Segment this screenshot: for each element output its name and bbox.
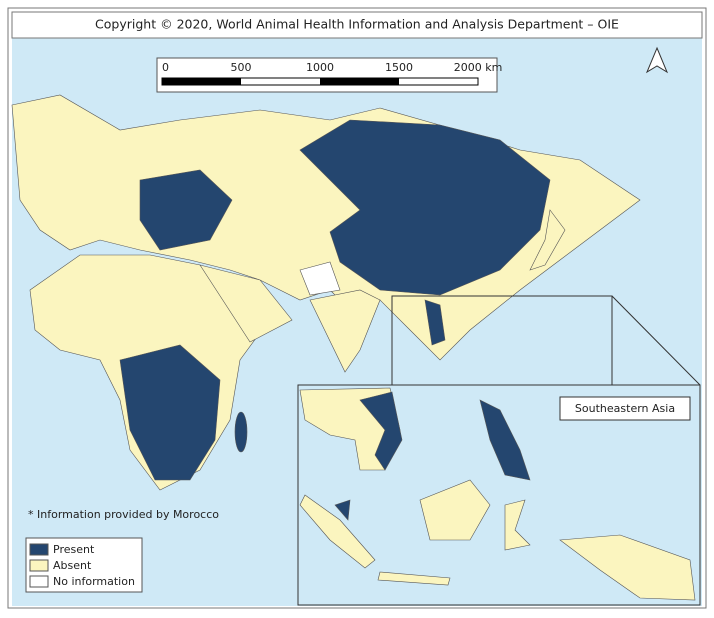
vietnam-inset xyxy=(359,391,403,471)
scale-label: 1500 xyxy=(385,61,413,74)
title: Copyright © 2020, World Animal Health In… xyxy=(95,17,619,32)
legend-swatch xyxy=(29,543,49,556)
india xyxy=(309,289,381,373)
russia-china xyxy=(299,119,551,296)
philippines xyxy=(479,399,531,481)
arabia xyxy=(199,264,293,343)
africa-present xyxy=(119,344,221,481)
inset-connector xyxy=(611,295,701,386)
borneo xyxy=(419,479,491,541)
madagascar xyxy=(234,411,248,453)
legend-swatch xyxy=(29,575,49,588)
scale-bar: 0 500 1000 1500 2000 km xyxy=(156,57,503,93)
inset-label: Southeastern Asia xyxy=(575,402,675,415)
vietnam xyxy=(424,299,446,346)
java xyxy=(377,571,451,586)
scale-seg xyxy=(162,78,241,85)
inset-land xyxy=(299,387,696,601)
scale-label: 500 xyxy=(231,61,252,74)
new-guinea xyxy=(559,534,696,601)
scale-label: 0 xyxy=(162,61,169,74)
note: * Information provided by Morocco xyxy=(28,508,219,521)
legend-label: No information xyxy=(53,575,135,588)
scale-box xyxy=(156,57,498,93)
pakistan xyxy=(299,261,341,296)
north-arrow xyxy=(645,46,669,74)
scale-seg xyxy=(320,78,399,85)
sumatra xyxy=(299,494,376,569)
title-box xyxy=(11,11,703,39)
legend-label: Absent xyxy=(53,559,92,572)
japan xyxy=(529,209,566,271)
inset-label-box xyxy=(559,396,691,421)
scale-label: 2000 km xyxy=(454,61,503,74)
sulawesi xyxy=(504,499,531,551)
scale-label: 1000 xyxy=(306,61,334,74)
legend-label: Present xyxy=(53,543,95,556)
malaysia xyxy=(334,499,351,521)
europe xyxy=(139,169,233,251)
land xyxy=(11,94,641,491)
legend-swatch xyxy=(29,559,49,572)
